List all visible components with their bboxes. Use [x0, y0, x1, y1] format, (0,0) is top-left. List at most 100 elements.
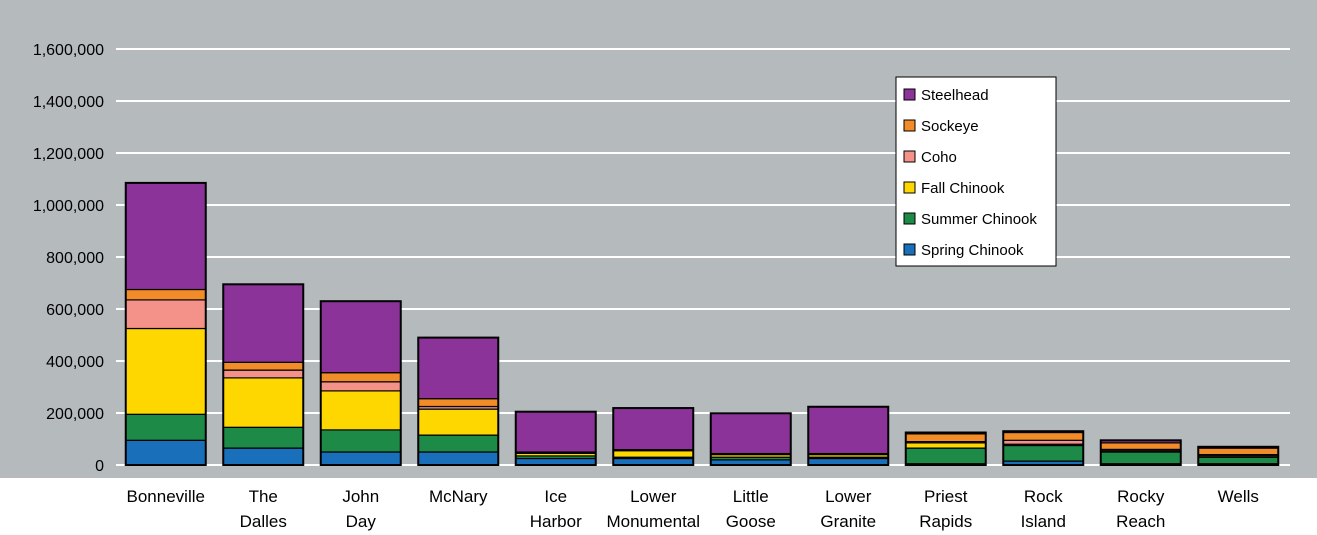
- legend-swatch: [903, 88, 916, 101]
- y-tick-label: 600,000: [46, 302, 104, 319]
- y-axis: 0 200,000 400,000 600,000 800,000 1,000,000 1,…: [33, 42, 104, 475]
- bar-segment: [125, 182, 207, 291]
- bar-segment: [1002, 431, 1084, 441]
- bar-segment: [1100, 442, 1182, 450]
- bar-segment: [222, 361, 304, 371]
- bar-segment: [125, 327, 207, 415]
- bar-stack: [124, 181, 207, 466]
- bar-segment: [222, 447, 304, 466]
- bar-outline: [1002, 430, 1085, 467]
- legend-label: Sockeye: [921, 118, 979, 135]
- x-tick-label: Ice Harbor: [530, 487, 582, 531]
- x-tick-label: Lower Monumental: [606, 487, 700, 531]
- bar-segment: [125, 288, 207, 301]
- bar-segment: [807, 406, 889, 455]
- bar-segment: [222, 426, 304, 449]
- y-tick-label: 1,200,000: [33, 146, 104, 163]
- plot-background: [0, 0, 1317, 478]
- bar-stack: [904, 431, 987, 466]
- bar-segment: [1100, 451, 1182, 465]
- bar-segment: [320, 372, 402, 383]
- legend-label: Coho: [921, 149, 957, 166]
- bar-outline: [1099, 439, 1182, 466]
- x-tick-label: Rocky Reach: [1116, 487, 1165, 531]
- bar-segment: [417, 451, 499, 466]
- bar-segment: [1197, 456, 1279, 465]
- x-tick-label: Wells: [1218, 487, 1259, 506]
- y-tick-label: 400,000: [46, 354, 104, 371]
- legend-swatch: [903, 212, 916, 225]
- legend-label: Fall Chinook: [921, 180, 1005, 197]
- legend-label: Summer Chinook: [921, 211, 1037, 228]
- bar-segment: [905, 442, 987, 449]
- bar-outline: [1197, 445, 1280, 466]
- legend-swatch: [903, 150, 916, 163]
- bar-outline: [612, 407, 695, 466]
- x-tick-label: Bonneville: [127, 487, 205, 506]
- legend: Steelhead Sockeye Coho Fall Chinook Summer C…: [895, 76, 1057, 267]
- x-tick-label: Priest Rapids: [919, 487, 972, 531]
- gridlines: [116, 48, 1290, 466]
- bar-stack: [222, 283, 305, 466]
- bar-outline: [319, 300, 402, 467]
- bar-segment: [612, 407, 694, 451]
- bar-stack: [612, 407, 695, 466]
- x-tick-label: The Dalles: [240, 487, 287, 531]
- x-tick-label: John Day: [342, 487, 379, 531]
- y-tick-label: 1,000,000: [33, 198, 104, 215]
- bar-outline: [514, 410, 597, 467]
- bar-segment: [320, 300, 402, 374]
- bar-stack: [807, 405, 890, 467]
- bar-outline: [222, 283, 305, 466]
- x-axis: Bonneville The Dalles John Day McNary Ice Harbo…: [127, 487, 1259, 531]
- bar-segment: [320, 429, 402, 453]
- x-tick-label: McNary: [429, 487, 488, 506]
- legend-swatch: [903, 119, 916, 132]
- bar-segment: [1002, 444, 1084, 462]
- bar-segment: [320, 390, 402, 431]
- legend-swatch: [903, 243, 916, 256]
- bar-segment: [222, 369, 304, 379]
- bar-stack: [417, 336, 500, 467]
- bar-segment: [417, 337, 499, 400]
- y-tick-label: 200,000: [46, 406, 104, 423]
- bar-segment: [320, 381, 402, 392]
- bar-segment: [125, 439, 207, 466]
- bar-stack: [1002, 430, 1085, 467]
- y-tick-label: 800,000: [46, 250, 104, 267]
- bar-segment: [320, 451, 402, 466]
- bar-segment: [417, 408, 499, 436]
- bar-segment: [222, 283, 304, 363]
- bar-outline: [904, 431, 987, 466]
- y-tick-label: 1,400,000: [33, 94, 104, 111]
- bar-segment: [612, 450, 694, 458]
- bar-stack: [319, 300, 402, 467]
- legend-label: Steelhead: [921, 87, 989, 104]
- legend-box: [895, 76, 1057, 267]
- x-tick-label: Rock Island: [1021, 487, 1066, 531]
- x-tick-label: Little Goose: [726, 487, 776, 531]
- bar-segment: [222, 377, 304, 428]
- bar-segment: [905, 433, 987, 443]
- bar-stack: [514, 410, 597, 467]
- bar-segment: [515, 411, 597, 453]
- bar-outline: [807, 405, 890, 467]
- bar-segment: [905, 447, 987, 465]
- bar-segment: [1197, 447, 1279, 456]
- y-tick-label: 1,600,000: [33, 42, 104, 59]
- bar-segment: [125, 299, 207, 330]
- bar-stack: [1099, 439, 1182, 466]
- bar-outline: [709, 412, 792, 467]
- bar-stack: [709, 412, 792, 467]
- legend-swatch: [903, 181, 916, 194]
- bar-outline: [417, 336, 500, 467]
- bar-segment: [417, 434, 499, 453]
- bars: [124, 181, 1280, 467]
- bar-segment: [417, 398, 499, 408]
- x-tick-label: Lower Granite: [820, 487, 876, 531]
- legend-label: Spring Chinook: [921, 242, 1024, 259]
- bar-segment: [710, 412, 792, 455]
- y-tick-label: 0: [95, 458, 104, 475]
- bar-stack: [1197, 445, 1280, 466]
